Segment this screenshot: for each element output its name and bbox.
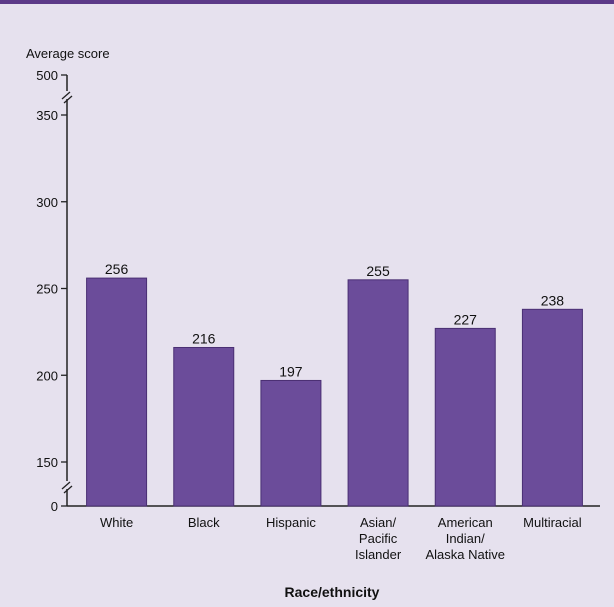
bar bbox=[521, 308, 583, 507]
y-tick-label: 200 bbox=[36, 368, 58, 383]
x-tick-label: Multiracial bbox=[523, 515, 582, 530]
data-label: 256 bbox=[105, 261, 129, 277]
x-tick-label: Asian/Pacific Islander bbox=[355, 515, 402, 562]
axis-break-mark bbox=[61, 91, 73, 104]
x-tick-label: American Indian/Alaska Native bbox=[426, 515, 505, 562]
y-tick-label: 350 bbox=[36, 108, 58, 123]
axis-break-mark bbox=[61, 481, 73, 494]
data-label: 255 bbox=[366, 263, 390, 279]
bar bbox=[347, 279, 409, 507]
data-label: 238 bbox=[541, 292, 565, 308]
x-tick-label: Hispanic bbox=[266, 515, 316, 530]
header-rule bbox=[0, 0, 614, 4]
axes: 0 150 200 250 300 350 500 bbox=[36, 68, 600, 514]
bar bbox=[434, 327, 496, 507]
y-tick-label: 250 bbox=[36, 282, 58, 297]
bar bbox=[86, 277, 148, 507]
data-label: 216 bbox=[192, 330, 216, 346]
data-label: 227 bbox=[454, 311, 478, 327]
y-tick-label: 0 bbox=[51, 499, 58, 514]
data-label: 197 bbox=[279, 363, 303, 379]
x-axis-label: Race/ethnicity bbox=[285, 584, 380, 600]
y-tick-label: 500 bbox=[36, 68, 58, 83]
y-tick-label: 300 bbox=[36, 195, 58, 210]
y-tick-label: 150 bbox=[36, 455, 58, 470]
bar bbox=[260, 379, 322, 507]
y-axis-label: Average score bbox=[26, 46, 110, 61]
bars: 256 White 216 Black 197 Hispanic 255 Asian/Paci… bbox=[86, 261, 583, 562]
bar bbox=[173, 346, 235, 507]
x-tick-label: Black bbox=[188, 515, 220, 530]
x-tick-label: White bbox=[100, 515, 133, 530]
